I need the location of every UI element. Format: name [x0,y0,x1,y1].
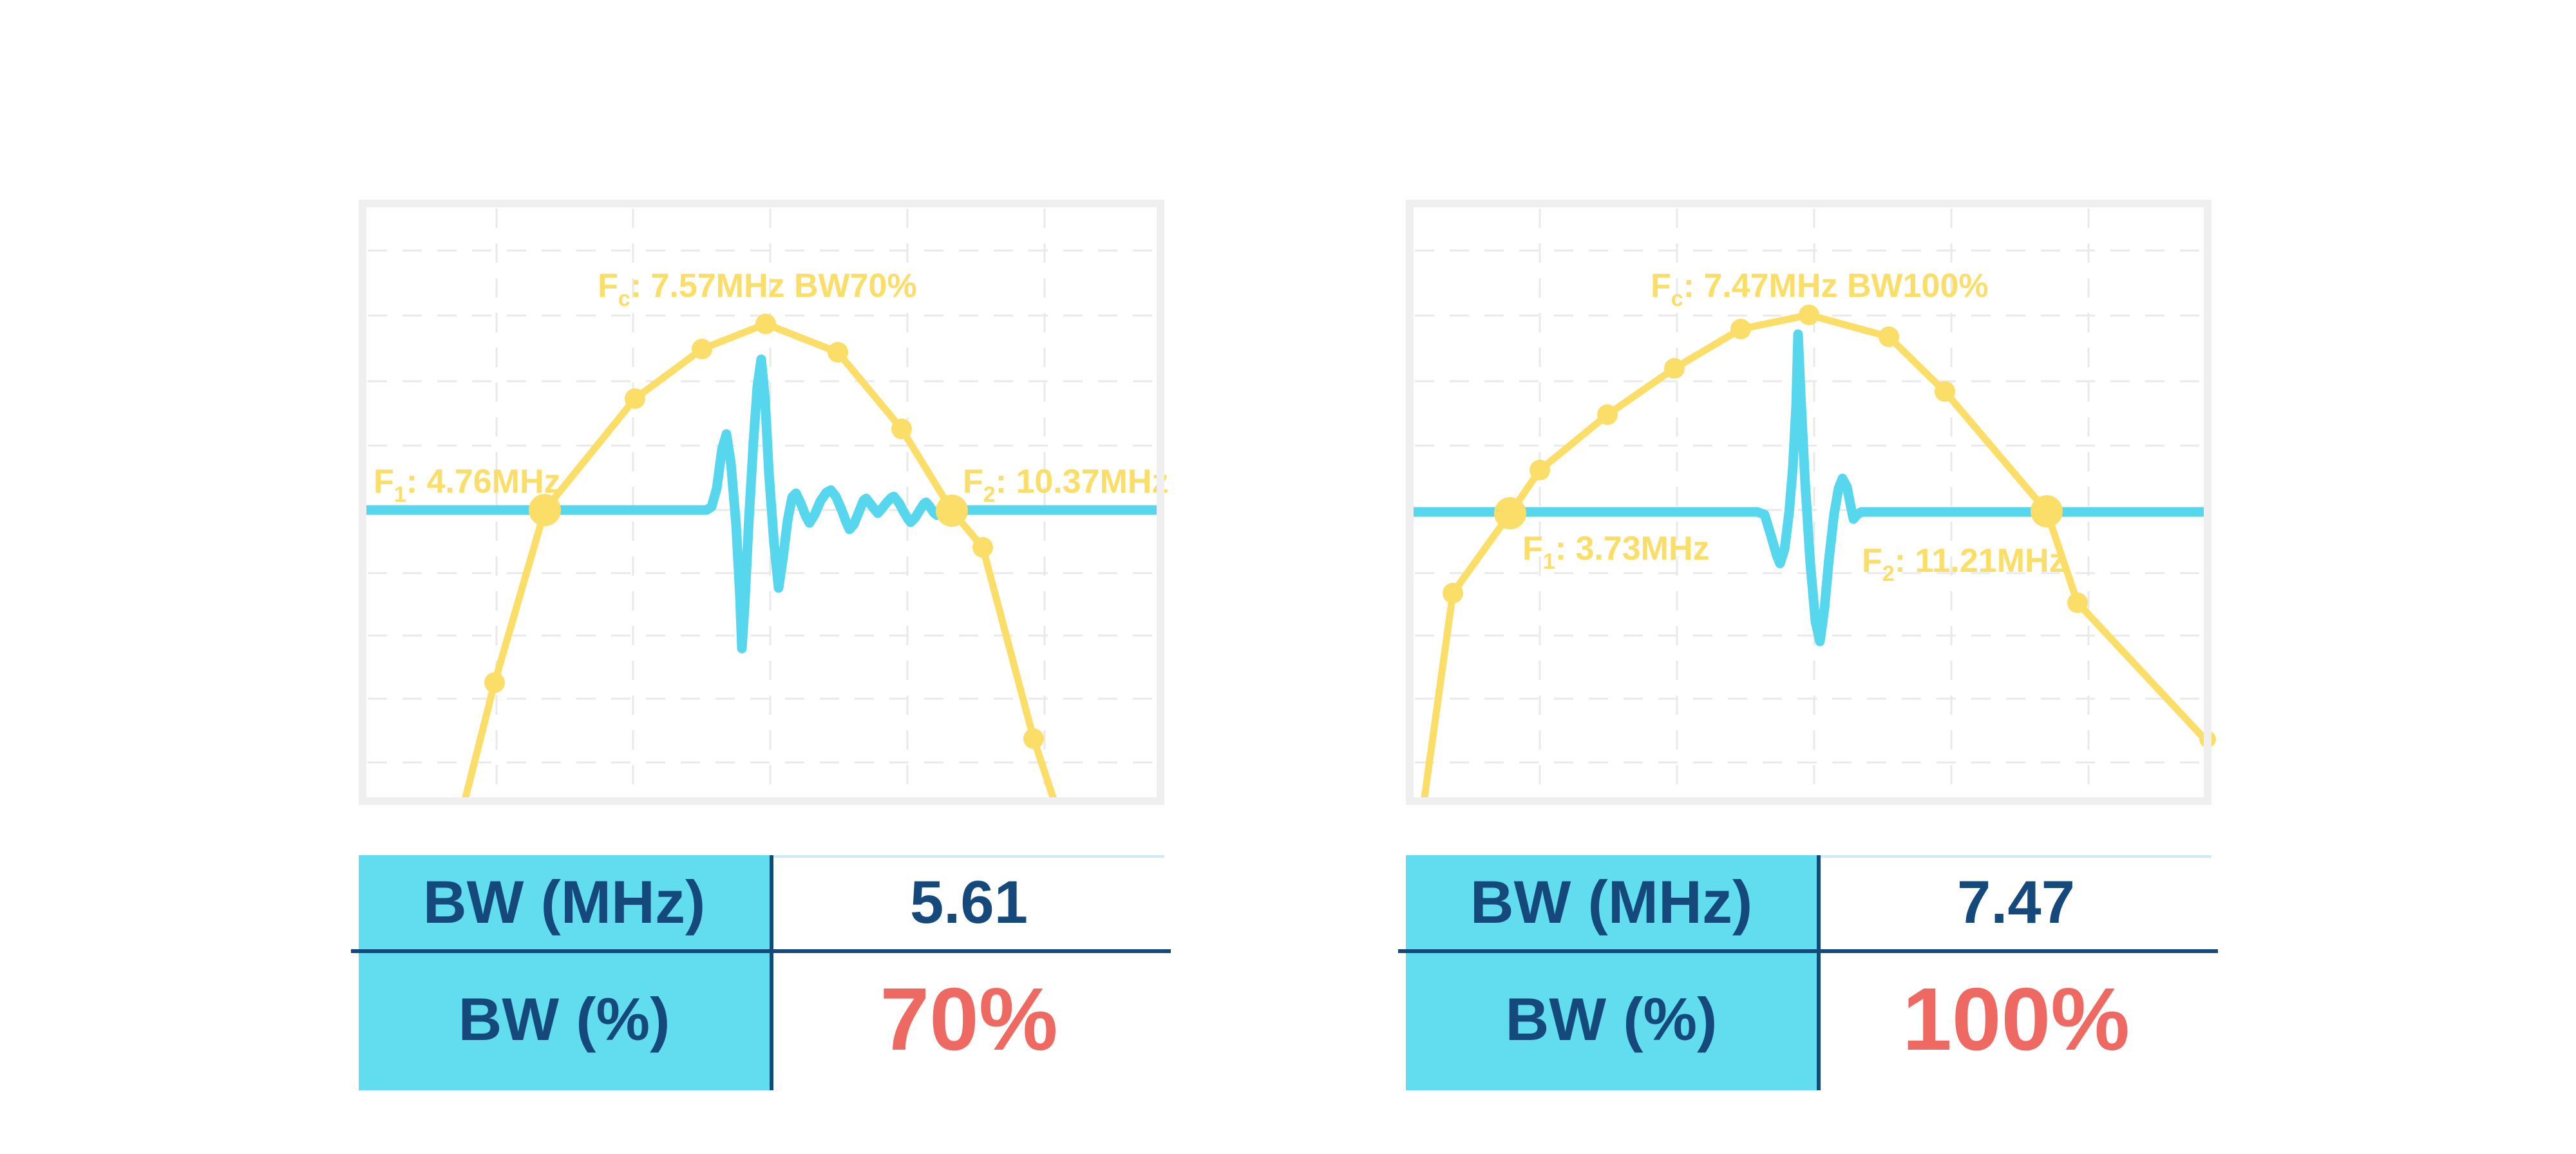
spectrum-sample-dot [625,388,645,409]
spectrum-sample-dot [891,419,912,439]
table-vertical-divider-left [770,855,773,1090]
f2-annotation: F2: 11.21MHz [1862,542,2066,586]
spectrum-sample-dot [1664,358,1685,379]
fc-annotation: Fc: 7.47MHz BW100% [1651,267,1989,311]
chart-background [359,200,1164,805]
annotation-text: : 3.73MHz [1555,530,1710,567]
annotation-text: : 10.37MHz [996,463,1169,500]
table-vertical-divider-right [1817,855,1821,1090]
bw-table-label-column-right [1406,855,1817,1090]
subscript: c [1671,287,1683,311]
band-edge-dot [936,495,968,527]
subscript: 1 [394,482,406,507]
bw-mhz-label-right: BW (MHz) [1470,868,1753,936]
bandwidth-spectrum-chart-left: Fc: 7.57MHz BW70%F1: 4.76MHz F2: 10.37MHz [359,200,1168,805]
table-top-accent-line-left [773,855,1164,858]
bw-table-label-column-left [359,855,770,1090]
fc-annotation: Fc: 7.57MHz BW70% [598,267,917,311]
spectrum-sample-dot [828,342,848,363]
bandwidth-spectrum-chart-right: Fc: 7.47MHz BW100%F1: 3.73MHz F2: 11.21MH… [1406,200,2216,805]
chart-border [359,200,1164,805]
band-edge-dot [1494,497,1526,529]
subscript: 2 [1882,562,1895,586]
bw-percent-value-left: 70% [880,969,1058,1069]
annotation-text: : 7.57MHz BW70% [630,267,917,305]
spectrum-sample-dot [484,672,505,693]
table-top-accent-line-right [1821,855,2211,858]
subscript: c [618,287,630,311]
spectrum-sample-dot [2067,592,2088,613]
f2-annotation: F2: 10.37MHz [963,463,1168,507]
annotation-text: : 11.21MHz [1895,542,2066,580]
spectrum-sample-dot [1443,583,1463,603]
table-horizontal-divider-right [1398,949,2218,953]
spectrum-sample-dot [1530,460,1550,480]
spectrum-sample-dot [1023,728,1044,749]
pulse-waveform [361,354,1161,654]
spectrum-sample-dot [1597,404,1618,425]
bw-mhz-label-left: BW (MHz) [422,868,706,936]
annotation-text: : 4.76MHz [406,463,561,500]
bw-mhz-value-right: 7.47 [1957,868,2075,936]
spectrum-sample-dot [692,339,712,359]
subscript: 1 [1543,549,1555,574]
spectrum-sample-dot [1730,319,1751,339]
spectrum-sample-dot [972,537,993,558]
table-horizontal-divider-left [351,949,1171,953]
bw-percent-value-right: 100% [1902,969,2130,1069]
pulse-waveform [1408,329,2208,647]
band-edge-dot [529,494,561,526]
spectrum-sample-dot [1799,305,1819,325]
band-edge-dot [2031,495,2063,527]
spectrum-sample-dot [755,314,776,334]
bw-percent-label-right: BW (%) [1505,985,1718,1053]
spectrum-sample-dot [1879,326,1899,347]
chart-border [1406,200,2211,805]
annotation-text: : 7.47MHz BW100% [1683,267,1989,305]
bw-percent-label-left: BW (%) [458,985,670,1053]
spectrum-sample-dot [1935,381,1955,402]
spectrum-curve [462,320,1057,801]
subscript: 2 [983,482,996,507]
bw-mhz-value-left: 5.61 [910,868,1028,936]
